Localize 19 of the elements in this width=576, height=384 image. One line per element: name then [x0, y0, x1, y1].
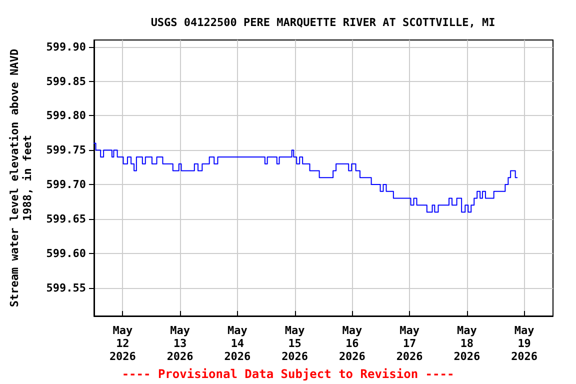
y-tick-label: 599.60	[46, 246, 86, 260]
y-axis-title: Stream water level elevation above NAVD 1988, in feet	[8, 48, 34, 308]
y-tick-label: 599.75	[46, 144, 86, 157]
x-tick-label: May 16 2026	[338, 324, 366, 363]
y-tick-label: 599.85	[46, 74, 86, 88]
y-tick-label: 599.65	[46, 212, 86, 226]
chart-title: USGS 04122500 PERE MARQUETTE RIVER AT SCOTTVILLE, MI	[150, 16, 496, 29]
x-tick-label: May 19 2026	[511, 324, 538, 363]
y-tick-label: 599.70	[46, 178, 86, 192]
x-tick-label: May 18 2026	[454, 324, 481, 363]
x-tick-label: May 14 2026	[224, 324, 252, 363]
x-tick-label: May 15 2026	[282, 324, 308, 363]
y-tick-label: 599.80	[46, 109, 86, 122]
x-tick-label: May 13 2026	[166, 324, 194, 363]
x-tick-label: May 12 2026	[109, 324, 136, 363]
text: ---- Provisional Data Subject to Revision ----	[122, 367, 454, 381]
x-tick-label: May 17 2026	[396, 324, 424, 363]
y-tick-label: 599.55	[46, 281, 86, 294]
y-tick-label: 599.90	[46, 40, 86, 54]
